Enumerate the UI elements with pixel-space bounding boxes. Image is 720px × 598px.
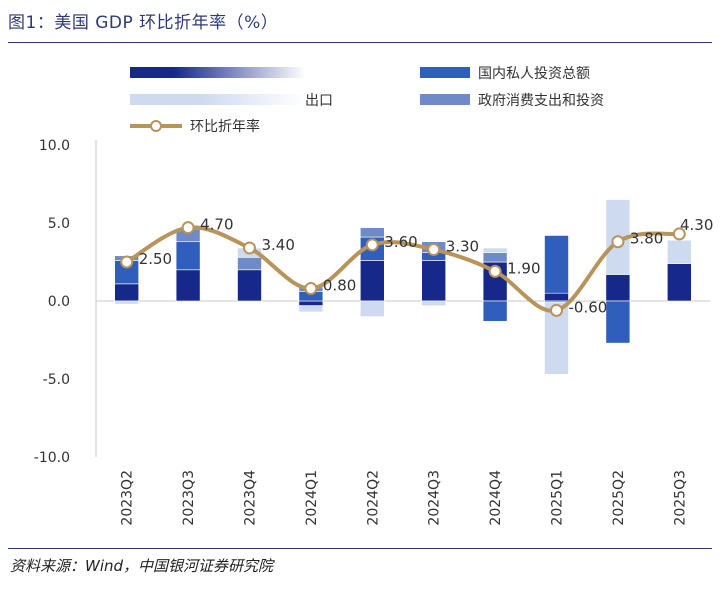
- bar-segment-investment: [544, 235, 569, 294]
- x-tick-label: 2024Q2: [365, 470, 381, 526]
- bar-segment-government: [237, 257, 262, 271]
- y-tick-label: 5.0: [48, 216, 70, 232]
- bar-segment-consumption: [359, 260, 385, 302]
- trend-point: [120, 255, 134, 269]
- source-divider: [8, 548, 712, 549]
- data-label: 4.70: [200, 216, 233, 234]
- x-tick-label: 2025Q3: [672, 470, 688, 526]
- trend-point: [243, 241, 256, 255]
- y-tick-label: 0.0: [48, 294, 70, 310]
- data-label: 3.30: [446, 238, 479, 256]
- data-labels: 2.50 4.70 3.40 0.80 3.60 3.30 1.90 -0.60 3.80 4.3…: [139, 216, 714, 317]
- x-tick-label: 2023Q4: [243, 470, 259, 526]
- data-label: 1.90: [507, 259, 540, 277]
- legend-swatch-net-exports: [130, 94, 305, 105]
- legend-swatch-government: [420, 94, 470, 105]
- gdp-chart: 国内私人投资总额 出口 政府消费支出和投资 环比折年率 10.0 5.0 0.0 -5…: [34, 66, 714, 526]
- legend-swatch-marker: [150, 120, 162, 132]
- bar-segment-government: [359, 227, 385, 238]
- x-tick-label: 2024Q3: [427, 470, 443, 526]
- trend-point: [611, 235, 625, 249]
- trend-line: [120, 221, 686, 317]
- x-tick-label: 2023Q2: [120, 470, 136, 526]
- y-tick-label: 10.0: [39, 138, 70, 154]
- trend-point: [488, 264, 502, 278]
- bar-segment-consumption: [175, 269, 201, 302]
- x-tick-label: 2023Q3: [181, 470, 197, 526]
- legend-swatch-consumption: [130, 67, 305, 78]
- legend-label-line: 环比折年率: [190, 118, 260, 135]
- trend-point: [550, 303, 563, 317]
- legend: 国内私人投资总额 出口 政府消费支出和投资 环比折年率: [130, 66, 604, 135]
- bar-segment-net_exports: [298, 305, 324, 313]
- trend-point: [181, 221, 195, 235]
- trend-point: [427, 243, 441, 257]
- trend-point: [672, 227, 686, 241]
- bar-segment-net_exports: [482, 247, 508, 253]
- data-label: 2.50: [139, 250, 172, 268]
- bar-segment-investment: [482, 300, 508, 322]
- x-tick-label: 2025Q2: [611, 470, 627, 526]
- bar-segment-investment: [605, 300, 631, 344]
- data-label: 4.30: [680, 216, 713, 234]
- bar-segment-net_exports: [359, 300, 385, 317]
- data-label: 0.80: [323, 277, 356, 295]
- bar-segment-consumption: [421, 260, 447, 302]
- bar-segment-government: [482, 252, 508, 263]
- x-tick-label: 2025Q1: [550, 470, 566, 526]
- trend-point: [304, 282, 318, 296]
- data-label: 3.80: [630, 230, 663, 248]
- title-divider: [8, 42, 712, 43]
- axes: 10.0 5.0 0.0 -5.0 -10.0 2023Q2 2023Q3 2023Q4 202…: [34, 138, 710, 526]
- data-label: 3.60: [384, 233, 417, 251]
- bar-segment-consumption: [666, 263, 692, 302]
- x-tick-label: 2024Q4: [488, 470, 504, 526]
- bar-segment-consumption: [605, 274, 631, 302]
- bar-segment-net_exports: [421, 300, 447, 306]
- bar-segment-net_exports: [666, 239, 692, 264]
- y-tick-label: -10.0: [34, 450, 70, 466]
- legend-swatch-investment: [420, 67, 470, 78]
- bar-segment-consumption: [544, 292, 569, 302]
- y-tick-label: -5.0: [43, 372, 70, 388]
- chart-title: 图1：美国 GDP 环比折年率（%）: [8, 13, 279, 33]
- trend-line-path: [125, 225, 680, 313]
- trend-point: [365, 238, 379, 252]
- data-label: -0.60: [569, 298, 608, 316]
- bar-segment-investment: [175, 241, 201, 271]
- bar-segment-consumption: [298, 300, 324, 306]
- legend-label-net-exports: 出口: [305, 93, 333, 109]
- bar-segment-consumption: [114, 283, 139, 302]
- legend-label-government: 政府消费支出和投资: [478, 93, 604, 109]
- source-note: 资料来源：Wind，中国银河证券研究院: [10, 557, 274, 575]
- bar-segment-net_exports: [114, 300, 139, 305]
- x-tick-label: 2024Q1: [304, 470, 320, 526]
- legend-label-investment: 国内私人投资总额: [478, 66, 590, 82]
- data-label: 3.40: [262, 236, 295, 254]
- bar-segment-consumption: [237, 269, 262, 302]
